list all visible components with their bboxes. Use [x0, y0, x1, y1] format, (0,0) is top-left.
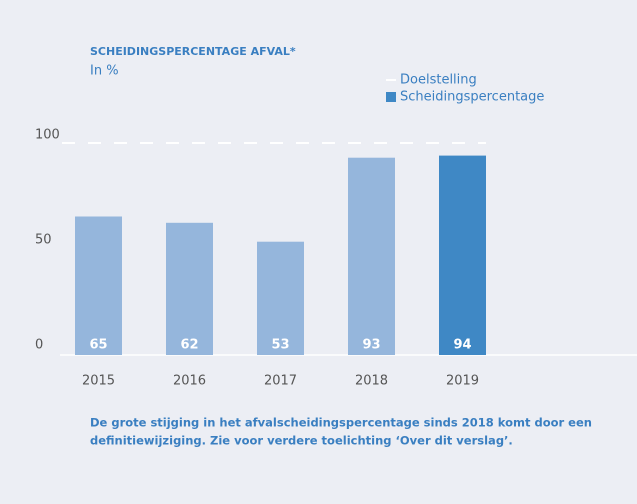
note-line: definitiewijziging. Zie voor verdere toe…	[90, 434, 513, 448]
chart-title: SCHEIDINGSPERCENTAGE AFVAL*	[90, 45, 296, 58]
value-label: 93	[362, 338, 380, 353]
value-label: 53	[271, 338, 289, 353]
y-tick-label: 50	[35, 233, 52, 248]
x-tick-label: 2016	[173, 374, 206, 389]
legend-swatch	[386, 92, 396, 102]
note-line: De grote stijging in het afvalscheidings…	[90, 416, 592, 430]
bar	[257, 241, 304, 355]
bar	[439, 155, 486, 355]
x-tick-label: 2017	[264, 374, 297, 389]
legend-label: Scheidingspercentage	[400, 90, 544, 105]
y-tick-label: 0	[35, 338, 43, 353]
x-tick-label: 2019	[446, 374, 479, 389]
bar	[348, 157, 395, 355]
bar	[166, 222, 213, 355]
x-tick-label: 2018	[355, 374, 388, 389]
value-label: 65	[89, 338, 107, 353]
bar	[75, 216, 122, 355]
chart-subtitle: In %	[90, 64, 119, 79]
value-label: 62	[180, 338, 198, 353]
value-label: 94	[453, 338, 471, 353]
y-tick-label: 100	[35, 128, 60, 143]
x-tick-label: 2015	[82, 374, 115, 389]
legend-label: Doelstelling	[400, 73, 477, 88]
